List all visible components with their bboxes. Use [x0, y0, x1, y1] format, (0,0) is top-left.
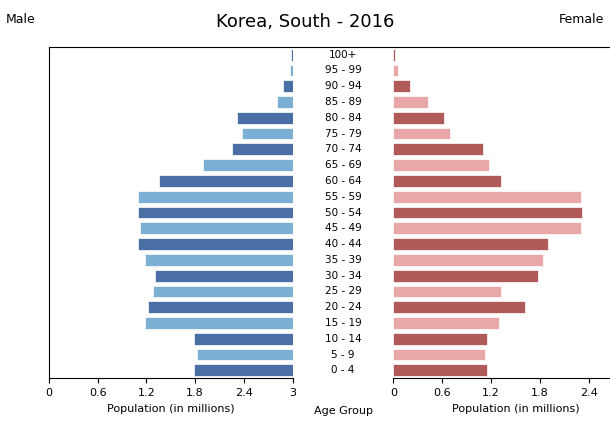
- X-axis label: Population (in millions): Population (in millions): [451, 403, 580, 414]
- Bar: [290, 65, 293, 76]
- X-axis label: Population (in millions): Population (in millions): [107, 403, 235, 414]
- Text: 100+: 100+: [329, 50, 357, 60]
- Text: 10 - 14: 10 - 14: [325, 334, 362, 344]
- Text: 0 - 4: 0 - 4: [331, 366, 355, 375]
- Bar: [237, 112, 293, 124]
- Text: 40 - 44: 40 - 44: [325, 239, 362, 249]
- Bar: [393, 65, 398, 76]
- Text: 60 - 64: 60 - 64: [325, 176, 362, 186]
- Bar: [393, 128, 450, 139]
- Text: Male: Male: [6, 13, 36, 26]
- Text: Age Group: Age Group: [314, 406, 373, 416]
- Bar: [140, 222, 293, 234]
- Bar: [393, 96, 428, 108]
- Bar: [193, 333, 293, 345]
- Bar: [393, 301, 525, 313]
- Bar: [138, 191, 293, 203]
- Bar: [393, 144, 483, 155]
- Bar: [276, 96, 293, 108]
- Text: 45 - 49: 45 - 49: [325, 223, 362, 233]
- Bar: [393, 191, 581, 203]
- Bar: [393, 238, 548, 250]
- Bar: [145, 317, 293, 329]
- Text: 90 - 94: 90 - 94: [325, 81, 362, 91]
- Text: 15 - 19: 15 - 19: [325, 318, 362, 328]
- Bar: [193, 365, 293, 376]
- Text: 25 - 29: 25 - 29: [325, 286, 362, 296]
- Text: 95 - 99: 95 - 99: [325, 65, 362, 75]
- Text: 85 - 89: 85 - 89: [325, 97, 362, 107]
- Bar: [242, 128, 293, 139]
- Bar: [393, 348, 484, 360]
- Bar: [393, 222, 581, 234]
- Text: Korea, South - 2016: Korea, South - 2016: [216, 13, 394, 31]
- Bar: [138, 238, 293, 250]
- Bar: [153, 286, 293, 298]
- Text: 20 - 24: 20 - 24: [325, 302, 362, 312]
- Bar: [393, 112, 444, 124]
- Text: 50 - 54: 50 - 54: [325, 207, 362, 218]
- Bar: [393, 207, 582, 218]
- Bar: [197, 348, 293, 360]
- Bar: [393, 317, 499, 329]
- Text: 75 - 79: 75 - 79: [325, 129, 362, 139]
- Text: Female: Female: [559, 13, 604, 26]
- Bar: [291, 49, 293, 61]
- Text: 55 - 59: 55 - 59: [325, 192, 362, 202]
- Bar: [393, 159, 489, 171]
- Bar: [393, 254, 543, 266]
- Text: 30 - 34: 30 - 34: [325, 271, 362, 281]
- Bar: [393, 333, 487, 345]
- Bar: [159, 175, 293, 187]
- Bar: [148, 301, 293, 313]
- Bar: [154, 270, 293, 282]
- Text: 80 - 84: 80 - 84: [325, 113, 362, 123]
- Text: 65 - 69: 65 - 69: [325, 160, 362, 170]
- Bar: [232, 144, 293, 155]
- Bar: [393, 286, 501, 298]
- Text: 35 - 39: 35 - 39: [325, 255, 362, 265]
- Bar: [393, 270, 538, 282]
- Text: 5 - 9: 5 - 9: [331, 350, 355, 360]
- Bar: [393, 175, 501, 187]
- Bar: [283, 80, 293, 92]
- Bar: [145, 254, 293, 266]
- Bar: [203, 159, 293, 171]
- Bar: [393, 80, 410, 92]
- Bar: [393, 49, 395, 61]
- Text: 70 - 74: 70 - 74: [325, 144, 362, 154]
- Bar: [393, 365, 487, 376]
- Bar: [138, 207, 293, 218]
